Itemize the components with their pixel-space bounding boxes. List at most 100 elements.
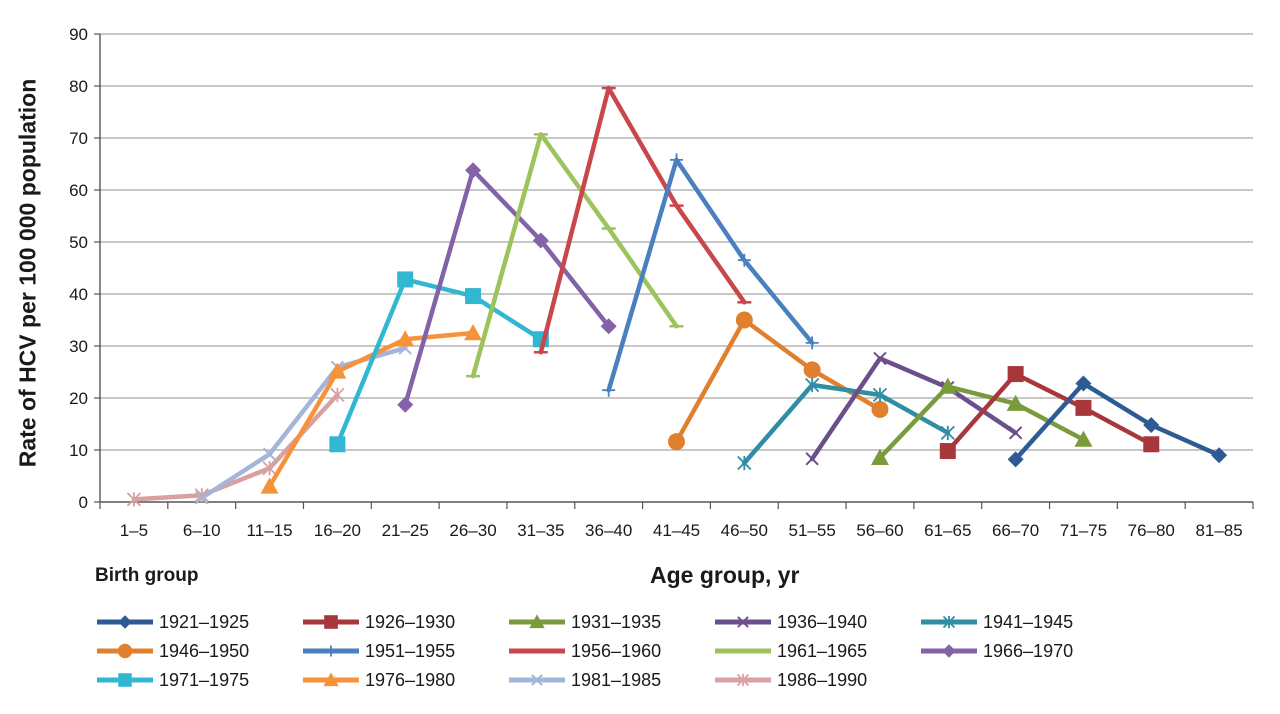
legend-swatch [303, 615, 359, 629]
x-tick-label: 31–35 [517, 521, 564, 540]
x-tick-label: 51–55 [789, 521, 836, 540]
series-1931–1935 [870, 377, 1093, 465]
x-tick-label: 36–40 [585, 521, 632, 540]
x-tick-label: 46–50 [721, 521, 768, 540]
legend-item: 1946–1950 [95, 638, 249, 664]
x-tick-label: 41–45 [653, 521, 700, 540]
legend-label: 1956–1960 [571, 640, 662, 661]
data-point [532, 232, 549, 249]
data-point [1143, 417, 1160, 434]
series-line [1013, 381, 1222, 462]
legend-item: 1976–1980 [301, 667, 455, 693]
data-point [328, 362, 347, 379]
data-point [871, 400, 889, 418]
data-point [602, 383, 616, 397]
series-line [267, 330, 476, 489]
legend-label: 1941–1945 [983, 611, 1074, 632]
data-point [465, 288, 482, 305]
legend-swatch [715, 616, 771, 628]
series-line [335, 277, 544, 447]
y-tick-label: 20 [69, 389, 88, 408]
y-tick-label: 90 [69, 25, 88, 44]
legend-swatch [509, 648, 565, 654]
legend-item: 1941–1945 [919, 609, 1073, 635]
series-1986–1990 [126, 387, 345, 507]
x-axis-title: Age group, yr [650, 562, 800, 588]
series-line [606, 157, 815, 393]
legend-swatch [921, 615, 977, 629]
y-tick-label: 40 [69, 285, 88, 304]
data-point [873, 351, 887, 366]
data-point [805, 452, 819, 466]
data-point [325, 645, 337, 657]
legend-item: 1986–1990 [713, 667, 867, 693]
data-point [737, 253, 751, 267]
x-tick-label: 11–15 [247, 521, 293, 540]
data-point [668, 433, 685, 451]
legend-label: 1946–1950 [159, 640, 250, 661]
data-point [805, 336, 819, 350]
legend-swatch [303, 672, 359, 687]
data-point [329, 436, 346, 453]
data-point [803, 361, 821, 379]
data-point [464, 324, 483, 341]
series-line [538, 85, 747, 355]
x-tick-label: 21–25 [382, 521, 429, 540]
y-tick-label: 0 [79, 493, 88, 512]
legend-swatch [97, 673, 153, 687]
series-1976–1980 [260, 324, 483, 494]
legend-label: 1976–1980 [365, 669, 456, 690]
legend-label: 1981–1985 [571, 669, 662, 690]
legend-swatch [97, 615, 153, 629]
legend-item: 1931–1935 [507, 609, 661, 635]
legend-swatch [921, 644, 977, 658]
legend-label: 1926–1930 [365, 611, 456, 632]
data-point [118, 615, 132, 629]
data-point [1075, 399, 1092, 416]
legend-item: 1921–1925 [95, 609, 249, 635]
data-point [330, 387, 345, 403]
data-point [117, 643, 133, 659]
x-tick-label: 16–20 [314, 521, 361, 540]
data-point [262, 461, 277, 476]
x-tick-label: 81–85 [1195, 521, 1242, 540]
y-tick-label: 30 [69, 337, 88, 356]
data-point [397, 396, 414, 413]
axes: 0 10 20 30 40 50 60 70 80 90 1–5 6–10 11–15 16–20 21–2… [69, 25, 1254, 540]
legend-item: 1966–1970 [919, 638, 1073, 664]
data-point [1007, 451, 1024, 468]
legend-swatch [303, 645, 359, 657]
data-point [1006, 394, 1025, 411]
x-tick-label: 26–30 [449, 521, 496, 540]
data-point [737, 455, 752, 471]
data-point [940, 425, 955, 440]
legend-swatch [97, 643, 153, 659]
data-point [1075, 375, 1092, 392]
series-1961–1965 [466, 132, 684, 379]
series-line [131, 392, 340, 502]
data-point [118, 673, 132, 687]
data-series [126, 85, 1228, 507]
data-point [872, 387, 888, 403]
legend-swatch [509, 674, 565, 686]
series-line [877, 384, 1086, 461]
data-point [735, 311, 753, 329]
legend-item: 1981–1985 [507, 667, 661, 693]
series-line [199, 345, 408, 501]
x-tick-label: 71–75 [1060, 521, 1107, 540]
legend-item: 1961–1965 [713, 638, 867, 664]
data-point [262, 447, 277, 461]
legend-title: Birth group [95, 565, 199, 586]
series-1951–1955 [602, 153, 819, 397]
series-1966–1970 [397, 162, 617, 413]
data-point [939, 443, 956, 460]
data-point [529, 614, 545, 629]
data-point [465, 162, 482, 179]
data-point [324, 615, 338, 629]
series-line [402, 167, 611, 408]
data-point [1074, 430, 1093, 447]
data-point [126, 492, 142, 507]
gridlines [100, 33, 1253, 451]
series-line [945, 371, 1154, 454]
data-point [670, 153, 683, 167]
